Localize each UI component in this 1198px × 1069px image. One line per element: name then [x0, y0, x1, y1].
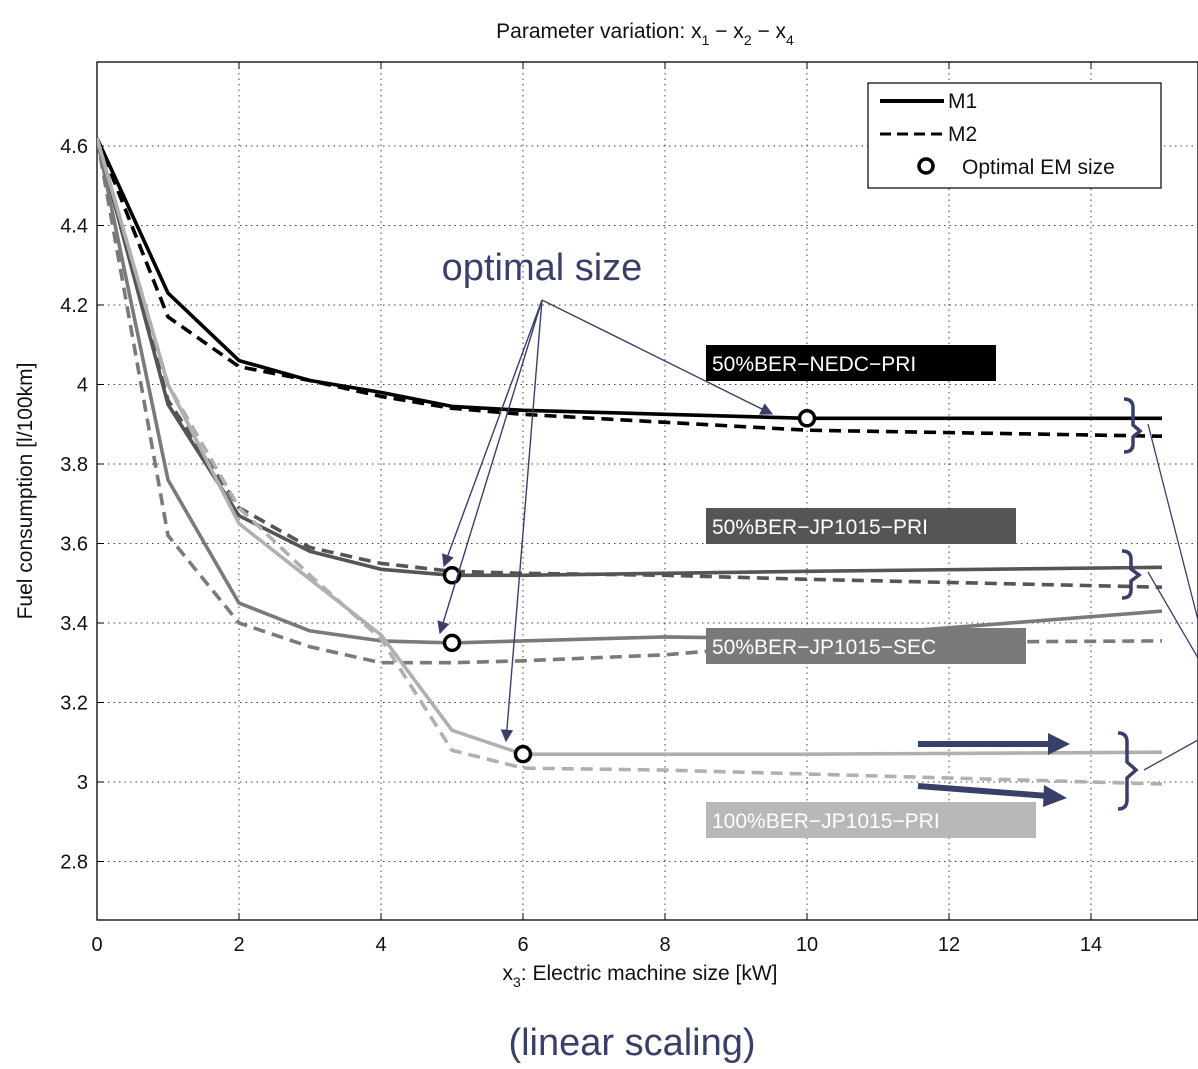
y-tick-label: 3.4: [60, 613, 88, 635]
x-tick-label: 8: [659, 934, 670, 956]
series-line-0-m2: [97, 137, 1163, 438]
brace-leader-nedc: [1147, 423, 1198, 621]
x-tick-label: 0: [91, 934, 102, 956]
legend-optimal-label: Optimal EM size: [962, 156, 1115, 179]
x-tick-label: 6: [517, 934, 528, 956]
y-tick-label: 4: [77, 375, 88, 397]
series-label-jp-pri: 50%BER−JP1015−PRI: [712, 516, 928, 539]
bold-arrow-m2: [917, 783, 1049, 799]
optimal-marker-0: [797, 409, 817, 428]
legend: M1 M2 Optimal EM size: [867, 82, 1162, 189]
series-label-box-jp-pri: [706, 508, 1016, 544]
series-label-box-jp-sec: [706, 628, 1026, 664]
brace-100-pri: [1117, 731, 1139, 811]
optimal-markers: [442, 409, 817, 764]
optimal-marker-2: [442, 633, 462, 653]
bold-arrow-m1-head: [1048, 733, 1070, 755]
plot-area: [96, 61, 1198, 921]
annotation-arrow-nedc: [541, 299, 774, 415]
y-tick-label: 4.2: [60, 295, 88, 317]
y-tick-label: 3.8: [60, 454, 88, 476]
x-axis-label: x3: Electric machine size [kW]: [502, 962, 777, 990]
series-label-box-nedc: [706, 345, 996, 381]
y-tick-label: 4.6: [60, 136, 88, 158]
x-tick-label: 12: [938, 934, 960, 956]
grid: [97, 62, 1198, 920]
x-tick-label: 10: [796, 934, 818, 956]
x-tick-label: 2: [233, 934, 244, 956]
series-labels: 50%BER−NEDC−PRI 50%BER−JP1015−PRI 50%BER…: [706, 345, 1036, 838]
brace-jp-pri: [1121, 549, 1142, 600]
series-label-100-pri: 100%BER−JP1015−PRI: [712, 810, 940, 833]
series-line-1-m1: [97, 137, 1163, 578]
series-line-1-m2: [97, 137, 1163, 589]
series-label-box-100-pri: [706, 802, 1036, 838]
axis-ticks: 02468101214162.833.23.43.63.844.24.44.6: [60, 62, 1102, 956]
series-label-nedc: 50%BER−NEDC−PRI: [712, 353, 916, 376]
y-axis-label: Fuel consumption [l/100km]: [14, 363, 37, 620]
x-tick-label: 4: [375, 934, 386, 956]
legend-m1-label: M1: [948, 90, 977, 113]
x-tick-label: 14: [1080, 934, 1102, 956]
y-tick-label: 3: [77, 772, 88, 794]
annotation-arrow-jp-pri: [442, 299, 543, 568]
series-line-2-m2: [97, 137, 1163, 665]
legend-optimal-marker: [917, 157, 935, 175]
legend-m2-label: M2: [948, 123, 977, 146]
series-line-0-m1: [97, 137, 1162, 421]
y-tick-label: 4.4: [60, 216, 88, 238]
series-line-3-m2: [97, 137, 1163, 786]
chart-title: Parameter variation: x1 − x2 − x4: [496, 20, 794, 48]
brace-leader-100-pri: [1143, 739, 1198, 771]
brace-group: [1117, 397, 1198, 811]
optimal-marker-1: [442, 566, 462, 585]
y-tick-label: 3.6: [60, 534, 88, 556]
optimal-marker-3: [513, 744, 533, 764]
annotation-optimal-size-text: optimal size: [442, 247, 643, 289]
y-tick-label: 3.2: [60, 693, 88, 715]
annotation-arrow-jp-sec: [437, 299, 543, 635]
bold-arrows: [917, 733, 1070, 807]
series-line-3-m1: [97, 137, 1163, 757]
brace-leader-jp-pri: [1147, 571, 1198, 659]
annotation-optimal-size: optimal size: [437, 247, 774, 743]
brace-nedc: [1123, 397, 1143, 454]
series-label-jp-sec: 50%BER−JP1015−SEC: [712, 636, 936, 659]
bold-arrow-m2-head: [1043, 785, 1067, 807]
annotation-arrow-100-pri: [500, 299, 543, 743]
y-tick-label: 2.8: [60, 852, 88, 874]
caption-linear-scaling: (linear scaling): [508, 1022, 755, 1064]
